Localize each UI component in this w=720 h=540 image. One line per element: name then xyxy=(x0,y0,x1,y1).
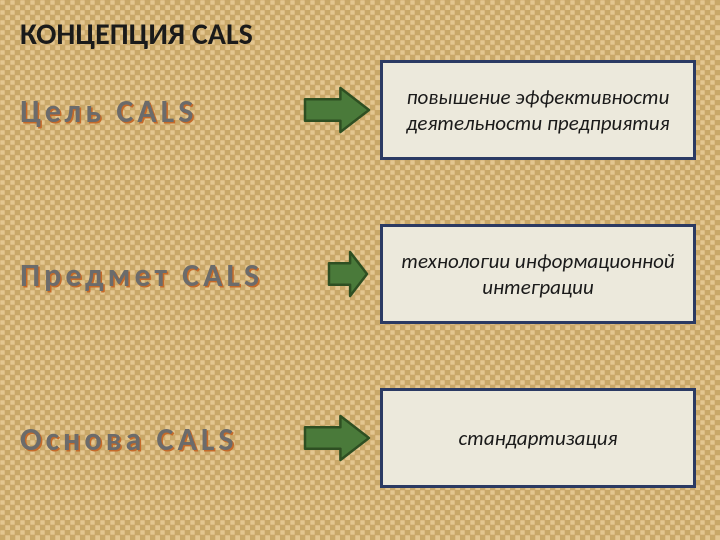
slide-title: КОНЦЕПЦИЯ CALS xyxy=(20,16,253,53)
definition-box: технологии информационной интеграции xyxy=(380,224,696,324)
definition-box: повышение эффективности деятельности пре… xyxy=(380,60,696,160)
row-label: Основа CALS xyxy=(20,420,238,459)
definition-text: стандартизация xyxy=(459,425,618,451)
definition-text: технологии информационной интеграции xyxy=(393,248,683,300)
row-label: Цель CALS xyxy=(20,92,197,131)
definition-box: стандартизация xyxy=(380,388,696,488)
slide: КОНЦЕПЦИЯ CALS Цель CALS повышение эффект… xyxy=(0,0,720,540)
arrow-icon xyxy=(303,86,371,134)
arrow-icon xyxy=(303,414,371,462)
row-label: Предмет CALS xyxy=(20,256,263,295)
arrow-icon xyxy=(327,250,369,298)
definition-text: повышение эффективности деятельности пре… xyxy=(393,84,683,136)
